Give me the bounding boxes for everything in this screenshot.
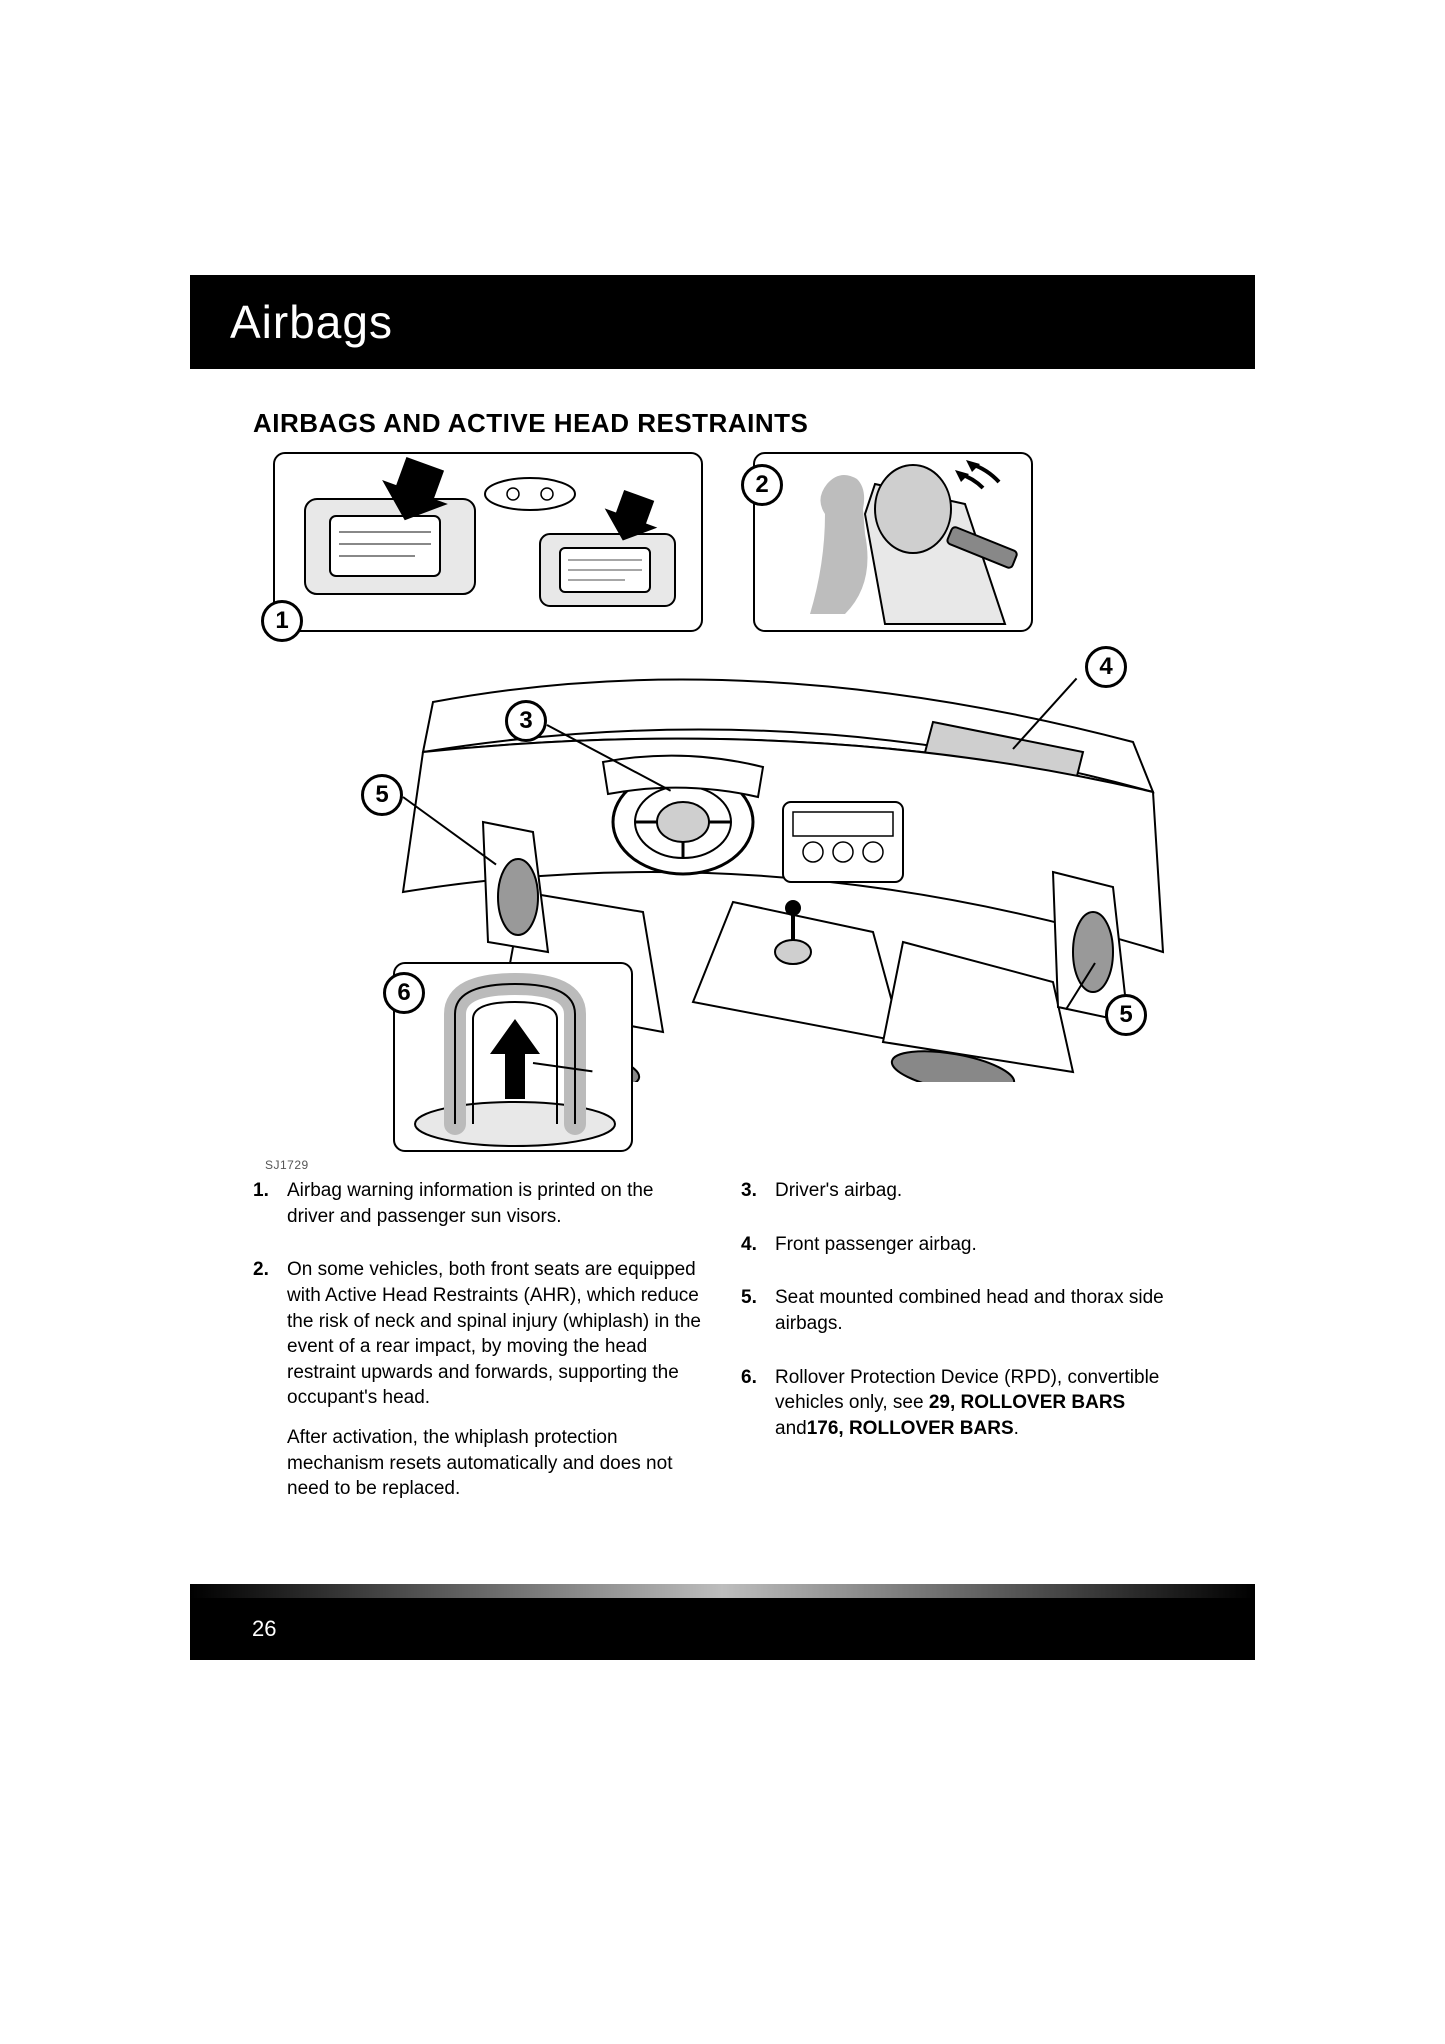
list-item-4: 4. Front passenger airbag. <box>741 1232 1193 1272</box>
list-text: Front passenger airbag. <box>775 1232 977 1258</box>
manual-page: Airbags AIRBAGS AND ACTIVE HEAD RESTRAIN… <box>0 0 1445 2044</box>
diagram-area: 1 2 <box>253 452 1193 1172</box>
header-title: Airbags <box>230 295 393 349</box>
callout-5a: 5 <box>361 774 403 816</box>
list-body: Driver's airbag. <box>775 1178 902 1218</box>
list-text: Rollover Protection Device (RPD), conver… <box>775 1365 1193 1442</box>
list-num: 3. <box>741 1178 775 1218</box>
list-item-2: 2. On some vehicles, both front seats ar… <box>253 1257 705 1516</box>
rollover-sketch <box>395 964 635 1154</box>
list-body: On some vehicles, both front seats are e… <box>287 1257 705 1516</box>
list-text: Airbag warning information is printed on… <box>287 1178 705 1229</box>
list-item-5: 5. Seat mounted combined head and thorax… <box>741 1285 1193 1350</box>
list-body: Front passenger airbag. <box>775 1232 977 1272</box>
list-body: Seat mounted combined head and thorax si… <box>775 1285 1193 1350</box>
list-body: Rollover Protection Device (RPD), conver… <box>775 1365 1193 1456</box>
list-item-1: 1. Airbag warning information is printed… <box>253 1178 705 1243</box>
callout-1: 1 <box>261 600 303 642</box>
t-bold: 29, ROLLOVER BARS <box>929 1392 1125 1413</box>
list-text: On some vehicles, both front seats are e… <box>287 1257 705 1411</box>
list-text: Seat mounted combined head and thorax si… <box>775 1285 1193 1336</box>
header-bar: Airbags <box>190 275 1255 369</box>
t: and <box>775 1418 807 1439</box>
t: . <box>1014 1418 1019 1439</box>
callout-5b: 5 <box>1105 994 1147 1036</box>
callout-6: 6 <box>383 972 425 1014</box>
left-column: 1. Airbag warning information is printed… <box>253 1178 705 1530</box>
headrest-sketch <box>755 454 1035 634</box>
diagram-visor-box <box>273 452 703 632</box>
right-column: 3. Driver's airbag. 4. Front passenger a… <box>741 1178 1193 1530</box>
list-body: Airbag warning information is printed on… <box>287 1178 705 1243</box>
callout-2: 2 <box>741 464 783 506</box>
list-num: 4. <box>741 1232 775 1272</box>
footer-gradient <box>190 1584 1255 1598</box>
callout-4: 4 <box>1085 646 1127 688</box>
diagram-headrest-box <box>753 452 1033 632</box>
list-text: Driver's airbag. <box>775 1178 902 1204</box>
list-item-6: 6. Rollover Protection Device (RPD), con… <box>741 1365 1193 1456</box>
diagram-code: SJ1729 <box>265 1158 309 1172</box>
list-item-3: 3. Driver's airbag. <box>741 1178 1193 1218</box>
list-num: 2. <box>253 1257 287 1516</box>
footer-bar: 26 <box>190 1598 1255 1660</box>
visor-sketch <box>275 454 705 634</box>
section-heading: AIRBAGS AND ACTIVE HEAD RESTRAINTS <box>253 408 808 439</box>
callout-3: 3 <box>505 700 547 742</box>
list-num: 5. <box>741 1285 775 1350</box>
diagram-rollover-box <box>393 962 633 1152</box>
list-num: 6. <box>741 1365 775 1456</box>
list-text: After activation, the whiplash protectio… <box>287 1425 705 1502</box>
list-num: 1. <box>253 1178 287 1243</box>
t-bold: 176, ROLLOVER BARS <box>807 1418 1014 1439</box>
page-number: 26 <box>252 1616 276 1642</box>
body-columns: 1. Airbag warning information is printed… <box>253 1178 1193 1530</box>
